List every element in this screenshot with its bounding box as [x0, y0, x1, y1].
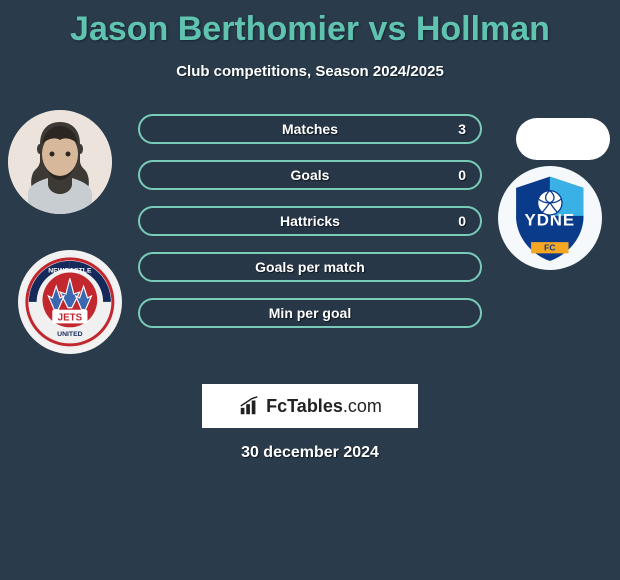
- club-badge-right: YDNE FC: [498, 166, 602, 270]
- brand-suffix: .com: [343, 396, 382, 416]
- stat-row-min-per-goal: Min per goal: [138, 298, 482, 328]
- stats-area: NEWCASTLE UNITED JETS YDNE: [0, 110, 620, 380]
- page-title: Jason Berthomier vs Hollman: [0, 0, 620, 49]
- stat-label: Goals per match: [140, 254, 480, 280]
- player-avatar-icon: [8, 110, 112, 214]
- page-subtitle: Club competitions, Season 2024/2025: [0, 63, 620, 80]
- stat-rows: Matches 3 Goals 0 Hattricks 0 Goals per …: [138, 110, 482, 328]
- stat-row-matches: Matches 3: [138, 114, 482, 144]
- stat-value: 3: [458, 116, 466, 142]
- stat-row-hattricks: Hattricks 0: [138, 206, 482, 236]
- sydney-badge-icon: YDNE FC: [503, 171, 597, 265]
- footer-date: 30 december 2024: [0, 444, 620, 462]
- stat-row-goals: Goals 0: [138, 160, 482, 190]
- svg-text:JETS: JETS: [58, 313, 83, 324]
- brand-card[interactable]: FcTables.com: [202, 384, 418, 428]
- stat-label: Matches: [140, 116, 480, 142]
- svg-text:FC: FC: [544, 243, 555, 253]
- stat-label: Hattricks: [140, 208, 480, 234]
- stat-label: Min per goal: [140, 300, 480, 326]
- brand-text: FcTables.com: [266, 396, 382, 417]
- player-photo-left: [8, 110, 112, 214]
- stat-label: Goals: [140, 162, 480, 188]
- stat-row-goals-per-match: Goals per match: [138, 252, 482, 282]
- club-badge-left: NEWCASTLE UNITED JETS: [18, 250, 122, 354]
- svg-text:UNITED: UNITED: [57, 331, 82, 338]
- chart-icon: [238, 395, 260, 417]
- brand-name: FcTables: [266, 396, 343, 416]
- player-photo-right: [516, 118, 610, 160]
- jets-badge-icon: NEWCASTLE UNITED JETS: [21, 253, 119, 351]
- stat-value: 0: [458, 208, 466, 234]
- stat-value: 0: [458, 162, 466, 188]
